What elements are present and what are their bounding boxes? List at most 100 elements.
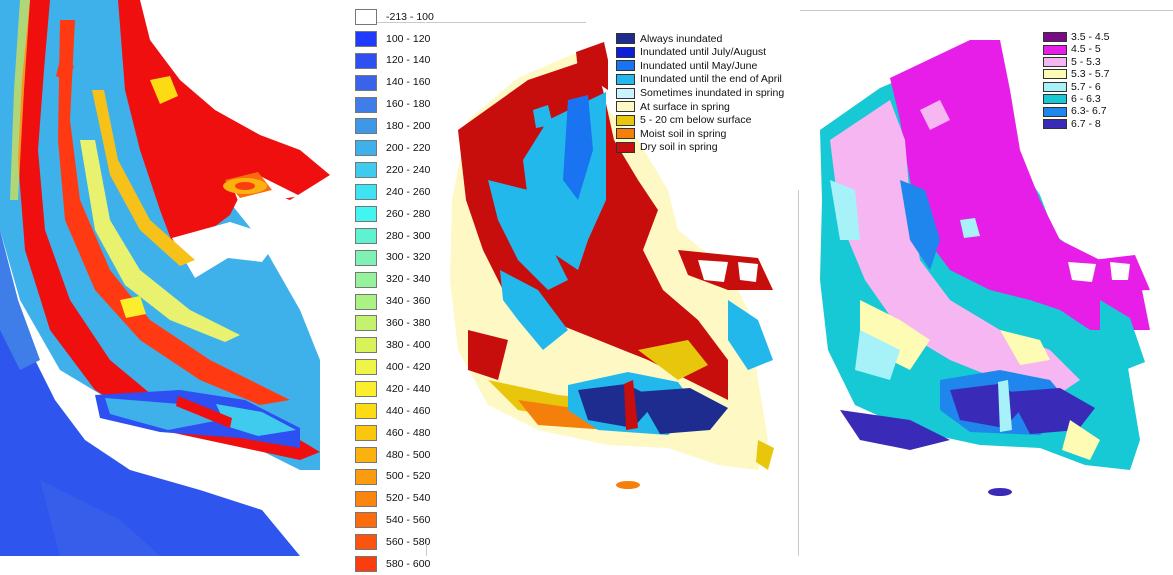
legend-swatch [616, 128, 635, 140]
legend-item: 360 - 380 [355, 312, 434, 334]
legend-label: 200 - 220 [386, 142, 431, 155]
legend-swatch [616, 114, 635, 126]
legend-item: Dry soil in spring [616, 141, 784, 155]
legend-swatch [355, 140, 377, 157]
legend-item: 200 - 220 [355, 137, 434, 159]
legend-swatch [355, 337, 377, 354]
legend-swatch [616, 101, 635, 113]
legend-item: 5 - 20 cm below surface [616, 114, 784, 128]
legend-swatch [1043, 56, 1067, 67]
legend-swatch [355, 205, 377, 222]
legend-item: 520 - 540 [355, 488, 434, 510]
legend-item: 380 - 400 [355, 334, 434, 356]
legend-swatch [1043, 118, 1067, 129]
hydrology-map-panel [428, 0, 798, 556]
legend-item: 6 - 6.3 [1043, 93, 1110, 105]
legend-label: 300 - 320 [386, 251, 431, 264]
legend-item: 160 - 180 [355, 94, 434, 116]
legend-label: 220 - 240 [386, 163, 431, 176]
legend-item: 100 - 120 [355, 28, 434, 50]
legend-item: 180 - 200 [355, 115, 434, 137]
legend-item: Inundated until May/June [616, 59, 784, 73]
elevation-map-panel [0, 0, 420, 556]
legend-label: 500 - 520 [386, 470, 431, 483]
hydrology-legend: Always inundated Inundated until July/Aug… [616, 32, 784, 154]
legend-label: 340 - 360 [386, 295, 431, 308]
legend-item: 3.5 - 4.5 [1043, 31, 1110, 43]
legend-label: 520 - 540 [386, 492, 431, 505]
legend-swatch [1043, 32, 1067, 43]
legend-item: Always inundated [616, 32, 784, 46]
legend-label: 560 - 580 [386, 536, 431, 549]
legend-item: 320 - 340 [355, 269, 434, 291]
legend-swatch [355, 556, 377, 573]
legend-item: 280 - 300 [355, 225, 434, 247]
legend-item: Sometimes inundated in spring [616, 86, 784, 100]
legend-label: 6.3- 6.7 [1071, 105, 1107, 118]
legend-item: 120 - 140 [355, 50, 434, 72]
legend-label: 6.7 - 8 [1071, 117, 1101, 130]
legend-label: Inundated until the end of April [640, 73, 782, 86]
legend-item: 440 - 460 [355, 400, 434, 422]
legend-item: 420 - 440 [355, 378, 434, 400]
legend-label: Inundated until May/June [640, 59, 758, 72]
legend-label: 440 - 460 [386, 404, 431, 417]
legend-label: 280 - 300 [386, 229, 431, 242]
legend-item: Inundated until the end of April [616, 73, 784, 87]
legend-item: Moist soil in spring [616, 127, 784, 141]
legend-swatch [355, 227, 377, 244]
legend-label: 5.7 - 6 [1071, 80, 1101, 93]
legend-label: At surface in spring [640, 100, 730, 113]
legend-swatch [616, 87, 635, 99]
legend-item: 6.7 - 8 [1043, 118, 1110, 130]
legend-swatch [355, 162, 377, 179]
legend-item: At surface in spring [616, 100, 784, 114]
legend-swatch [355, 118, 377, 135]
legend-item: 260 - 280 [355, 203, 434, 225]
legend-label: 4.5 - 5 [1071, 43, 1101, 56]
legend-label: Inundated until July/August [640, 46, 767, 59]
legend-swatch [355, 184, 377, 201]
legend-swatch [355, 424, 377, 441]
legend-label: Always inundated [640, 32, 723, 45]
legend-label: 160 - 180 [386, 98, 431, 111]
legend-swatch [355, 96, 377, 113]
legend-item: 4.5 - 5 [1043, 43, 1110, 55]
legend-label: 360 - 380 [386, 317, 431, 330]
legend-item: 5 - 5.3 [1043, 56, 1110, 68]
legend-item: 5.3 - 5.7 [1043, 68, 1110, 80]
legend-swatch [355, 359, 377, 376]
legend-label: 5 - 5.3 [1071, 55, 1101, 68]
legend-label: 120 - 140 [386, 54, 431, 67]
legend-item: 400 - 420 [355, 356, 434, 378]
legend-label: 400 - 420 [386, 360, 431, 373]
legend-swatch [616, 74, 635, 86]
legend-label: 5.3 - 5.7 [1071, 68, 1110, 81]
legend-swatch [355, 74, 377, 91]
hydrology-map [450, 42, 774, 489]
legend-label: 480 - 500 [386, 448, 431, 461]
legend-label: Sometimes inundated in spring [640, 86, 785, 99]
legend-item: 560 - 580 [355, 531, 434, 553]
legend-label: 100 - 120 [386, 32, 431, 45]
legend-swatch [355, 446, 377, 463]
legend-item: 580 - 600 [355, 553, 434, 575]
legend-swatch [355, 534, 377, 551]
legend-swatch [1043, 106, 1067, 117]
legend-item: 5.7 - 6 [1043, 81, 1110, 93]
legend-item: Inundated until July/August [616, 46, 784, 60]
legend-swatch [1043, 81, 1067, 92]
legend-swatch [1043, 69, 1067, 80]
legend-label: 540 - 560 [386, 514, 431, 527]
legend-label: 6 - 6.3 [1071, 92, 1101, 105]
legend-swatch [355, 249, 377, 266]
legend-label: 140 - 160 [386, 76, 431, 89]
legend-swatch [355, 315, 377, 332]
legend-label: 260 - 280 [386, 207, 431, 220]
elevation-map [0, 0, 330, 556]
legend-swatch [616, 33, 635, 45]
legend-label: 420 - 440 [386, 382, 431, 395]
legend-label: Dry soil in spring [640, 141, 718, 154]
legend-item: 460 - 480 [355, 422, 434, 444]
